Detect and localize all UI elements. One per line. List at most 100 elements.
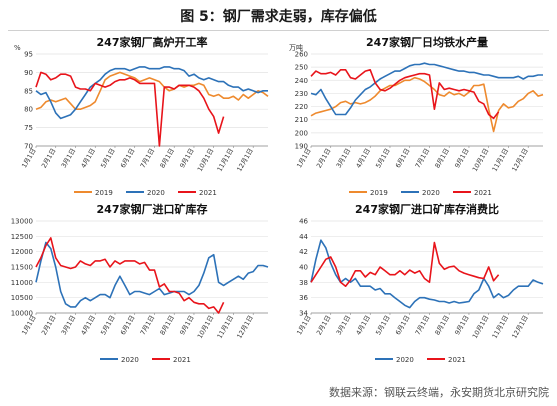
y-tick-label: 11000 [11,279,33,287]
y-tick-label: 220 [295,103,308,111]
chart-title: 247家钢厂高炉开工率 [97,35,208,49]
chart-blast-furnace-rate: 247家钢厂高炉开工率% 70 75 80 85 90 95 1月1日 2月1日 3月1日 4月1日… [14,35,269,197]
x-tick-label: 4月1日 [79,314,97,336]
series-line-2021 [310,68,500,120]
y-tick-label: 190 [295,143,308,151]
legend-label: 2020 [396,356,414,364]
x-tick-label: 8月1日 [158,314,176,336]
y-tick-label: 12000 [11,248,33,256]
x-tick-label: 3月1日 [60,147,78,169]
series-line-2020 [35,241,269,308]
y-tick-label: 12500 [11,233,33,241]
x-tick-label: 9月1日 [178,314,196,336]
x-tick-label: 12月1日 [510,314,530,340]
x-tick-label: 10月1日 [471,314,491,340]
chart-title: 247家钢厂日均铁水产量 [366,35,488,49]
figure-title: 图 5：钢厂需求走弱，库存偏低 [180,9,377,25]
x-tick-label: 6月1日 [394,147,412,169]
y-tick-label: 95 [24,51,33,59]
chart-panel-blast-furnace-rate: 247家钢厂高炉开工率% 70 75 80 85 90 95 1月1日 2月1日 3月1日 4月1日… [6,35,276,201]
source-note: 数据来源：钢联云终端，永安期货北京研究院 [329,386,549,399]
x-tick-label: 11月1日 [491,147,511,173]
x-tick-label: 9月1日 [453,147,471,169]
x-tick-label: 7月1日 [139,314,157,336]
x-tick-label: 11月1日 [216,314,236,340]
y-tick-label: 46 [299,218,308,226]
x-tick-label: 7月1日 [414,147,432,169]
legend-label: 2019 [95,189,113,197]
y-tick-label: 240 [295,77,308,85]
x-tick-label: 5月1日 [99,314,117,336]
series-line-2020 [35,66,268,120]
x-tick-label: 1月1日 [295,314,313,336]
x-tick-label: 12月1日 [510,147,530,173]
series-line-2021 [35,71,225,147]
legend-label: 2021 [448,356,466,364]
legend-label: 2020 [121,356,139,364]
y-tick-label: 36 [299,294,308,302]
x-tick-label: 12月1日 [235,147,255,173]
chart-title: 247家钢厂进口矿库存 [97,202,208,216]
x-tick-label: 10月1日 [471,147,491,173]
x-tick-label: 2月1日 [315,147,333,169]
series-line-2020 [310,62,543,116]
x-tick-label: 12月1日 [235,314,255,340]
x-tick-label: 2月1日 [315,314,333,336]
y-tick-label: 80 [24,106,33,114]
y-tick-label: 250 [295,64,308,72]
x-tick-label: 4月1日 [354,314,372,336]
x-tick-label: 5月1日 [99,147,117,169]
chart-panel-ore-inventory: 247家钢厂进口矿库存 10000 10500 11000 11500 12000 1250… [6,202,276,368]
x-tick-label: 11月1日 [216,147,236,173]
x-tick-label: 3月1日 [335,314,353,336]
x-tick-label: 9月1日 [453,314,471,336]
title-divider [8,30,549,31]
x-tick-label: 4月1日 [354,147,372,169]
y-tick-label: 40 [299,264,308,272]
y-unit-label: % [14,44,21,52]
y-tick-label: 44 [299,233,308,241]
legend-label: 2020 [147,189,165,197]
y-tick-label: 10000 [11,310,33,318]
x-tick-label: 8月1日 [158,147,176,169]
y-tick-label: 13000 [11,218,33,226]
x-tick-label: 9月1日 [178,147,196,169]
legend-label: 2019 [370,189,388,197]
x-tick-label: 3月1日 [60,314,78,336]
x-tick-label: 2月1日 [40,147,58,169]
x-tick-label: 6月1日 [119,147,137,169]
x-tick-label: 4月1日 [79,147,97,169]
chart-title: 247家钢厂进口矿库存消费比 [355,202,499,216]
y-tick-label: 38 [299,279,308,287]
y-unit-label: 万吨 [289,43,303,52]
x-tick-label: 1月1日 [20,147,38,169]
chart-inventory-consumption-ratio: 247家钢厂进口矿库存消费比 34 36 38 40 42 44 46 1月1日 2月1日 3月1日… [295,202,544,364]
y-tick-label: 42 [299,248,308,256]
x-tick-label: 2月1日 [40,314,58,336]
y-tick-label: 210 [295,116,308,124]
x-tick-label: 6月1日 [119,314,137,336]
x-tick-label: 7月1日 [139,147,157,169]
y-tick-label: 200 [295,129,308,137]
series-line-2019 [35,71,269,110]
y-tick-label: 230 [295,90,308,98]
y-tick-label: 90 [24,69,33,77]
series-line-2021 [310,241,500,287]
x-tick-label: 11月1日 [491,314,511,340]
legend-label: 2021 [199,189,217,197]
x-tick-label: 5月1日 [374,147,392,169]
x-tick-label: 7月1日 [414,314,432,336]
legend-label: 2021 [474,189,492,197]
x-tick-label: 6月1日 [394,314,412,336]
chart-panel-inventory-consumption-ratio: 247家钢厂进口矿库存消费比 34 36 38 40 42 44 46 1月1日 2月1日 3月1日… [281,202,551,368]
chart-hot-metal-output: 247家钢厂日均铁水产量万吨1902002102202302402502601月… [289,35,544,197]
series-line-2019 [310,76,544,133]
x-tick-label: 8月1日 [433,314,451,336]
legend-label: 2020 [422,189,440,197]
chart-panel-hot-metal-output: 247家钢厂日均铁水产量 万吨 190 200 210 220 230 240 250 260 1月… [281,35,551,201]
x-tick-label: 3月1日 [335,147,353,169]
y-tick-label: 10500 [11,294,33,302]
y-tick-label: 34 [299,310,308,318]
y-tick-label: 11500 [11,264,33,272]
y-tick-label: 260 [295,51,308,59]
